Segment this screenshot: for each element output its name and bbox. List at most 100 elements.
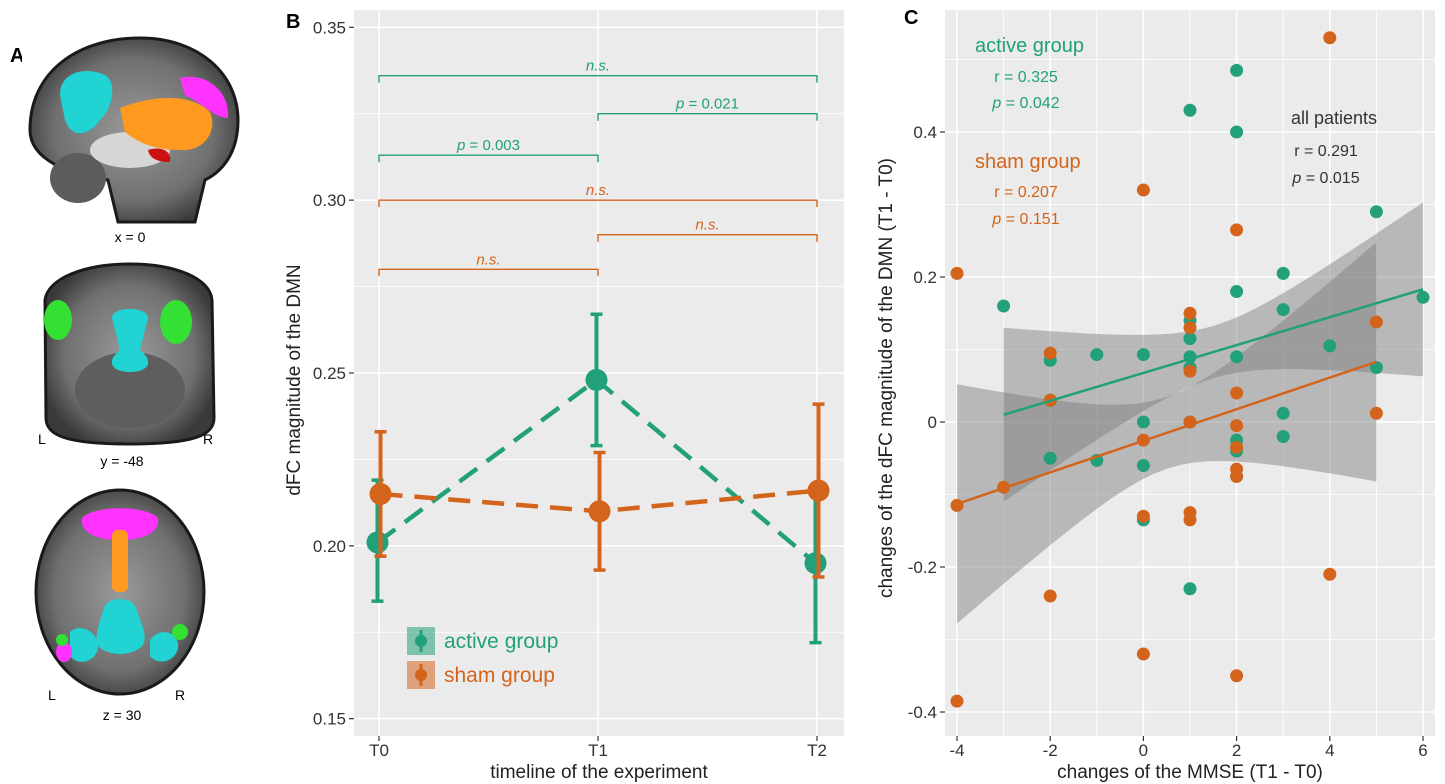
sham-scatter-point (1230, 419, 1244, 433)
active-annotation-p: p = 0.042 (991, 95, 1059, 112)
legend-item-active: active group (407, 627, 558, 655)
coronal-right-marker: R (203, 431, 213, 447)
comparison-label: p = 0.003 (456, 137, 520, 154)
panel-b-y-tick-label: 0.25 (313, 364, 346, 383)
axial-cyan-center (96, 599, 145, 654)
coronal-right-green (160, 300, 192, 344)
sagittal-brain-slice: x = 0 (22, 36, 242, 245)
panel-c-x-tick-label: 6 (1418, 741, 1427, 760)
legend-item-sham: sham group (407, 661, 555, 689)
active-mean-point (366, 531, 389, 554)
panel-c-x-tick-label: 2 (1232, 741, 1241, 760)
coronal-brain-slice: L R y = -48 (30, 262, 230, 469)
active-regression-line (1003, 288, 1424, 416)
sham-scatter-point (1136, 183, 1150, 197)
panel-c-y-tick-label: 0.2 (913, 268, 937, 287)
active-annotation-r: r = 0.325 (994, 69, 1058, 86)
panel-b-x-tick-label: T1 (588, 741, 608, 760)
panel-b-x-axis-label: timeline of the experiment (490, 762, 708, 783)
axial-cyan-right (150, 632, 179, 662)
panel-c-y-tick-label: -0.4 (908, 703, 937, 722)
sham-scatter-point (1043, 346, 1057, 360)
active-scatter-point (1090, 348, 1104, 362)
sham-mean-point (807, 479, 830, 502)
active-mean-point (585, 368, 608, 391)
coronal-cyan-blob (111, 309, 149, 372)
active-scatter-point (1276, 303, 1290, 317)
active-mean-point (804, 552, 827, 575)
panel-c-x-axis-label: changes of the MMSE (T1 - T0) (1057, 762, 1323, 783)
sham-scatter-point (1136, 509, 1150, 523)
axial-cyan-left (70, 627, 98, 662)
sham-scatter-point (1369, 406, 1383, 420)
comparison-label: p = 0.021 (675, 96, 739, 113)
sham-annotation-p-value: = 0.151 (1001, 211, 1059, 228)
comparison-bracket: n.s. (378, 58, 818, 83)
precuneus-blob (60, 71, 113, 134)
comparison-bracket: n.s. (597, 217, 818, 242)
sham-mean-point (369, 483, 392, 505)
axial-right-marker: R (175, 687, 185, 703)
sham-annotation-title: sham group (975, 151, 1081, 173)
sham-scatter-point (1230, 669, 1244, 683)
comparison-bracket: n.s. (378, 182, 818, 208)
sham-scatter-point (1230, 440, 1244, 454)
active-scatter-point (1183, 582, 1197, 596)
panel-a: A x = 0 L R y = -48 (10, 36, 242, 723)
sham-annotation-p-letter: p (991, 211, 1001, 228)
ventral-red-blob (148, 148, 171, 162)
mpfc-blob (120, 98, 213, 151)
active-scatter-point (1323, 339, 1337, 353)
active-scatter-point (997, 299, 1011, 313)
slice-label-sagittal: x = 0 (115, 229, 146, 245)
sham-mean-point (588, 500, 611, 523)
sham-scatter-point (1183, 321, 1197, 335)
panel-b-y-tick-label: 0.20 (313, 537, 346, 556)
panel-c-annotations: active group r = 0.325 p = 0.042 sham gr… (975, 35, 1377, 228)
active-annotation-p-value: = 0.042 (1001, 95, 1059, 112)
sham-annotation-r: r = 0.207 (994, 184, 1058, 201)
panel-c-y-tick-label: 0.4 (913, 123, 937, 142)
active-scatter-point (1230, 350, 1244, 364)
active-scatter-point (1136, 415, 1150, 429)
comparison-bracket: p = 0.021 (597, 96, 818, 121)
sham-scatter-point (1183, 513, 1197, 527)
axial-orange-strip (112, 530, 128, 592)
panel-c-x-tick-label: 0 (1139, 741, 1148, 760)
sham-scatter-point (950, 498, 964, 512)
legend-marker (415, 635, 427, 647)
comparison-bracket: p = 0.003 (378, 137, 599, 163)
panel-c-x-tick-label: -2 (1043, 741, 1058, 760)
axial-left-marker: L (48, 687, 56, 703)
sham-scatter-point (1369, 315, 1383, 329)
active-scatter-point (1183, 332, 1197, 346)
sham-scatter-point (1323, 31, 1337, 45)
all-annotation-p: p = 0.015 (1291, 170, 1359, 187)
slice-label-coronal: y = -48 (100, 453, 143, 469)
comparison-label: n.s. (586, 58, 610, 75)
sham-scatter-point (1136, 647, 1150, 661)
active-scatter-point (1136, 348, 1150, 362)
panel-c-y-tick-label: -0.2 (908, 558, 937, 577)
legend-label: active group (444, 630, 558, 653)
active-scatter-point (1276, 266, 1290, 280)
all-annotation-p-letter: p (1291, 170, 1301, 187)
active-scatter-point (1043, 451, 1057, 465)
panel-c-letter: C (904, 7, 918, 29)
sham-scatter-point (950, 266, 964, 280)
sham-scatter-point (1230, 386, 1244, 400)
sham-annotation-p: p = 0.151 (991, 211, 1059, 228)
comparison-bracket: n.s. (378, 251, 599, 277)
panel-b-x-tick-label: T0 (369, 741, 389, 760)
active-scatter-point (1183, 103, 1197, 117)
all-annotation-p-value: = 0.015 (1301, 170, 1359, 187)
panel-c-y-tick-label: 0 (928, 413, 937, 432)
frontal-pink-blob (180, 76, 229, 118)
sham-scatter-point (1183, 306, 1197, 320)
coronal-left-marker: L (38, 431, 46, 447)
comparison-label: n.s. (586, 182, 610, 199)
sham-scatter-point (1043, 589, 1057, 603)
sham-scatter-point (1323, 567, 1337, 581)
panel-b-y-tick-label: 0.30 (313, 191, 346, 210)
